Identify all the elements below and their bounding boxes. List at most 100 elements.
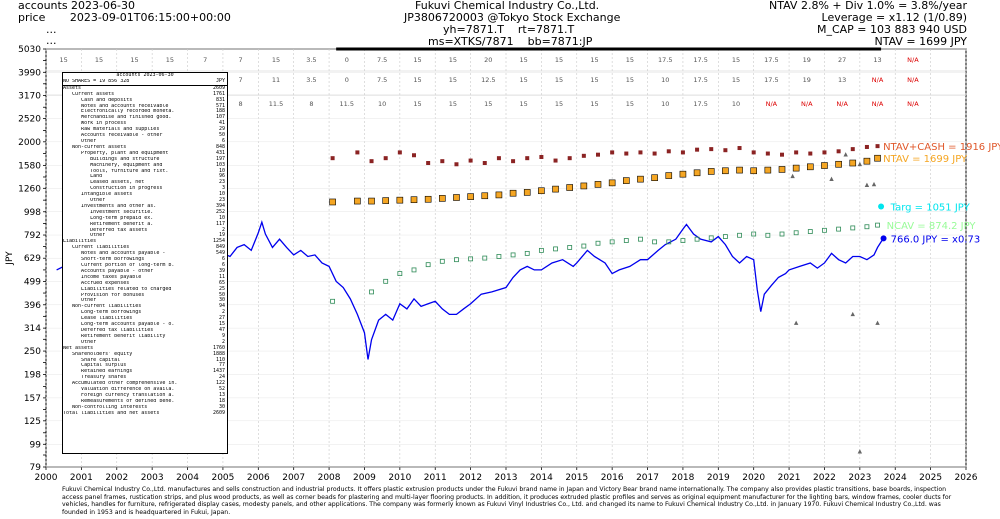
bs-row-value: 107 [215, 114, 225, 121]
grid-cell: 15 [626, 76, 634, 84]
ntav-marker [778, 166, 786, 173]
bs-row: Provision for bonuses 50 [63, 292, 227, 299]
ntav-marker [637, 175, 644, 183]
bs-row: Net assets 1760 [63, 344, 227, 352]
ncav-marker [836, 226, 842, 232]
x-tick-label: 2015 [565, 473, 588, 483]
bs-row-value: 96 [218, 173, 225, 180]
bs-row-label: Other [63, 138, 97, 144]
ncav-marker [439, 258, 445, 264]
ntav-marker [623, 177, 630, 184]
ntav-marker [874, 154, 881, 162]
bs-row-label: Foreign currency translation a. [63, 392, 175, 398]
bs-row-value: 10 [218, 167, 225, 174]
grid-cell: 15 [449, 100, 457, 108]
grid-cell: 15 [413, 56, 421, 64]
bs-row: Other 19 [63, 233, 227, 239]
ncav-marker [737, 232, 742, 238]
annotation-label: NCAV = 874.2 JPY [887, 221, 977, 232]
bs-row: Notes and accounts payable - 549 [63, 250, 227, 257]
ncav-marker [822, 227, 827, 233]
bs-row: Investment securitie. 252 [63, 209, 227, 216]
other-marker [829, 176, 834, 181]
ncav-marker [581, 243, 587, 249]
bs-row-value: 1760 [212, 344, 225, 351]
bs-row: Accounts payable - other 39 [63, 268, 227, 275]
ntav-marker [495, 191, 503, 199]
bs-title: accounts 2023-06-30 [116, 73, 174, 78]
grid-cell: 15 [732, 56, 740, 64]
ntav-cash-marker [383, 156, 388, 161]
bs-row-label: Tools, furniture and fixt. [63, 168, 169, 174]
ntav-cash-marker [652, 151, 657, 156]
bs-row-label: Share capital [63, 357, 121, 363]
price-line [56, 220, 885, 360]
ncav-marker [722, 234, 728, 239]
ntav-marker [750, 167, 757, 175]
x-tick-label: 2013 [495, 473, 518, 483]
bs-row-label: Raw materials and supplies [63, 127, 160, 133]
grid-cell: 17.5 [658, 56, 672, 64]
bs-row: Merchandise and finished good. 107 [63, 114, 227, 121]
ntav-cash-marker [596, 152, 600, 157]
grid-cell: 15 [590, 56, 598, 64]
bs-row-value: 549 [215, 250, 225, 257]
bs-row-value: 13 [218, 391, 225, 398]
bs-row-label: Cash and deposits [63, 97, 133, 103]
bs-row: Non-current assets 848 [63, 144, 227, 151]
bs-row: Foreign currency translation a. 13 [63, 391, 227, 399]
bs-row-label: Current portion of long-term b. [63, 263, 175, 268]
header-ellipsis-1: ... [46, 23, 57, 36]
bs-row-label: Long-term borrowings [63, 310, 142, 316]
grid-cell: 15 [555, 100, 563, 108]
ncav-marker [411, 267, 417, 273]
bs-row-label: Deferred tax liabilities [63, 327, 154, 333]
bs-row-value: 11 [218, 273, 225, 280]
x-tick-label: 2004 [176, 473, 199, 483]
x-tick-label: 2020 [742, 473, 765, 483]
x-tick-label: 2014 [530, 473, 553, 483]
bs-row: Property, plant and equipment 431 [63, 150, 227, 157]
bs-row-label: Liabilities related to charged [63, 286, 172, 292]
ntav-cash-marker [539, 154, 544, 159]
bs-row-value: 117 [215, 220, 225, 227]
y-tick-label: 998 [24, 208, 41, 218]
ntav-marker [368, 197, 375, 205]
grid-cell: 15 [95, 56, 103, 64]
grid-cell: 10 [661, 76, 669, 84]
grid-cell: N/A [801, 100, 813, 108]
ncav-marker [468, 256, 474, 262]
bs-row-label: Current assets [63, 91, 115, 97]
bs-row: Treasury shares 24 [63, 374, 227, 381]
bs-row-value: 47 [218, 326, 225, 333]
grid-cell: 15 [166, 56, 174, 64]
ntav-cash-marker [737, 146, 742, 151]
bs-row-label: Remeasurements of defined bene. [63, 398, 175, 404]
bs-row: Long-term prepaid ex. 10 [63, 215, 227, 222]
bs-row-value: 1888 [212, 350, 225, 357]
bs-row-value: 849 [215, 244, 225, 251]
ncav-marker [595, 240, 601, 246]
bs-row-value: 3 [221, 185, 225, 192]
ncav-marker [383, 278, 389, 284]
bs-row-value: 27 [218, 315, 225, 322]
company-description: Fukuvi Chemical Industry Co.,Ltd. manufa… [62, 486, 952, 516]
bs-row: Deferred tax assets 2 [63, 227, 227, 234]
grid-cell: 15 [449, 76, 457, 84]
ntav-marker [396, 196, 404, 204]
bs-row-label: Other [63, 233, 106, 239]
ncav-marker [482, 255, 488, 261]
bs-row: Notes and accounts receivable 571 [63, 103, 227, 110]
ntav-marker [424, 195, 432, 203]
other-marker [871, 181, 877, 187]
y-tick-label: 396 [24, 301, 41, 311]
grid-cell: N/A [872, 76, 884, 84]
x-tick-label: 2021 [778, 473, 801, 483]
ncav-marker [807, 229, 813, 234]
y-tick-label: 2520 [18, 115, 41, 125]
current-price-marker [880, 235, 887, 242]
ntav-cash-marker [822, 150, 827, 155]
ntav-marker [608, 179, 616, 187]
ntav-cash-marker [330, 156, 335, 161]
bs-row-value: 122 [215, 380, 225, 387]
